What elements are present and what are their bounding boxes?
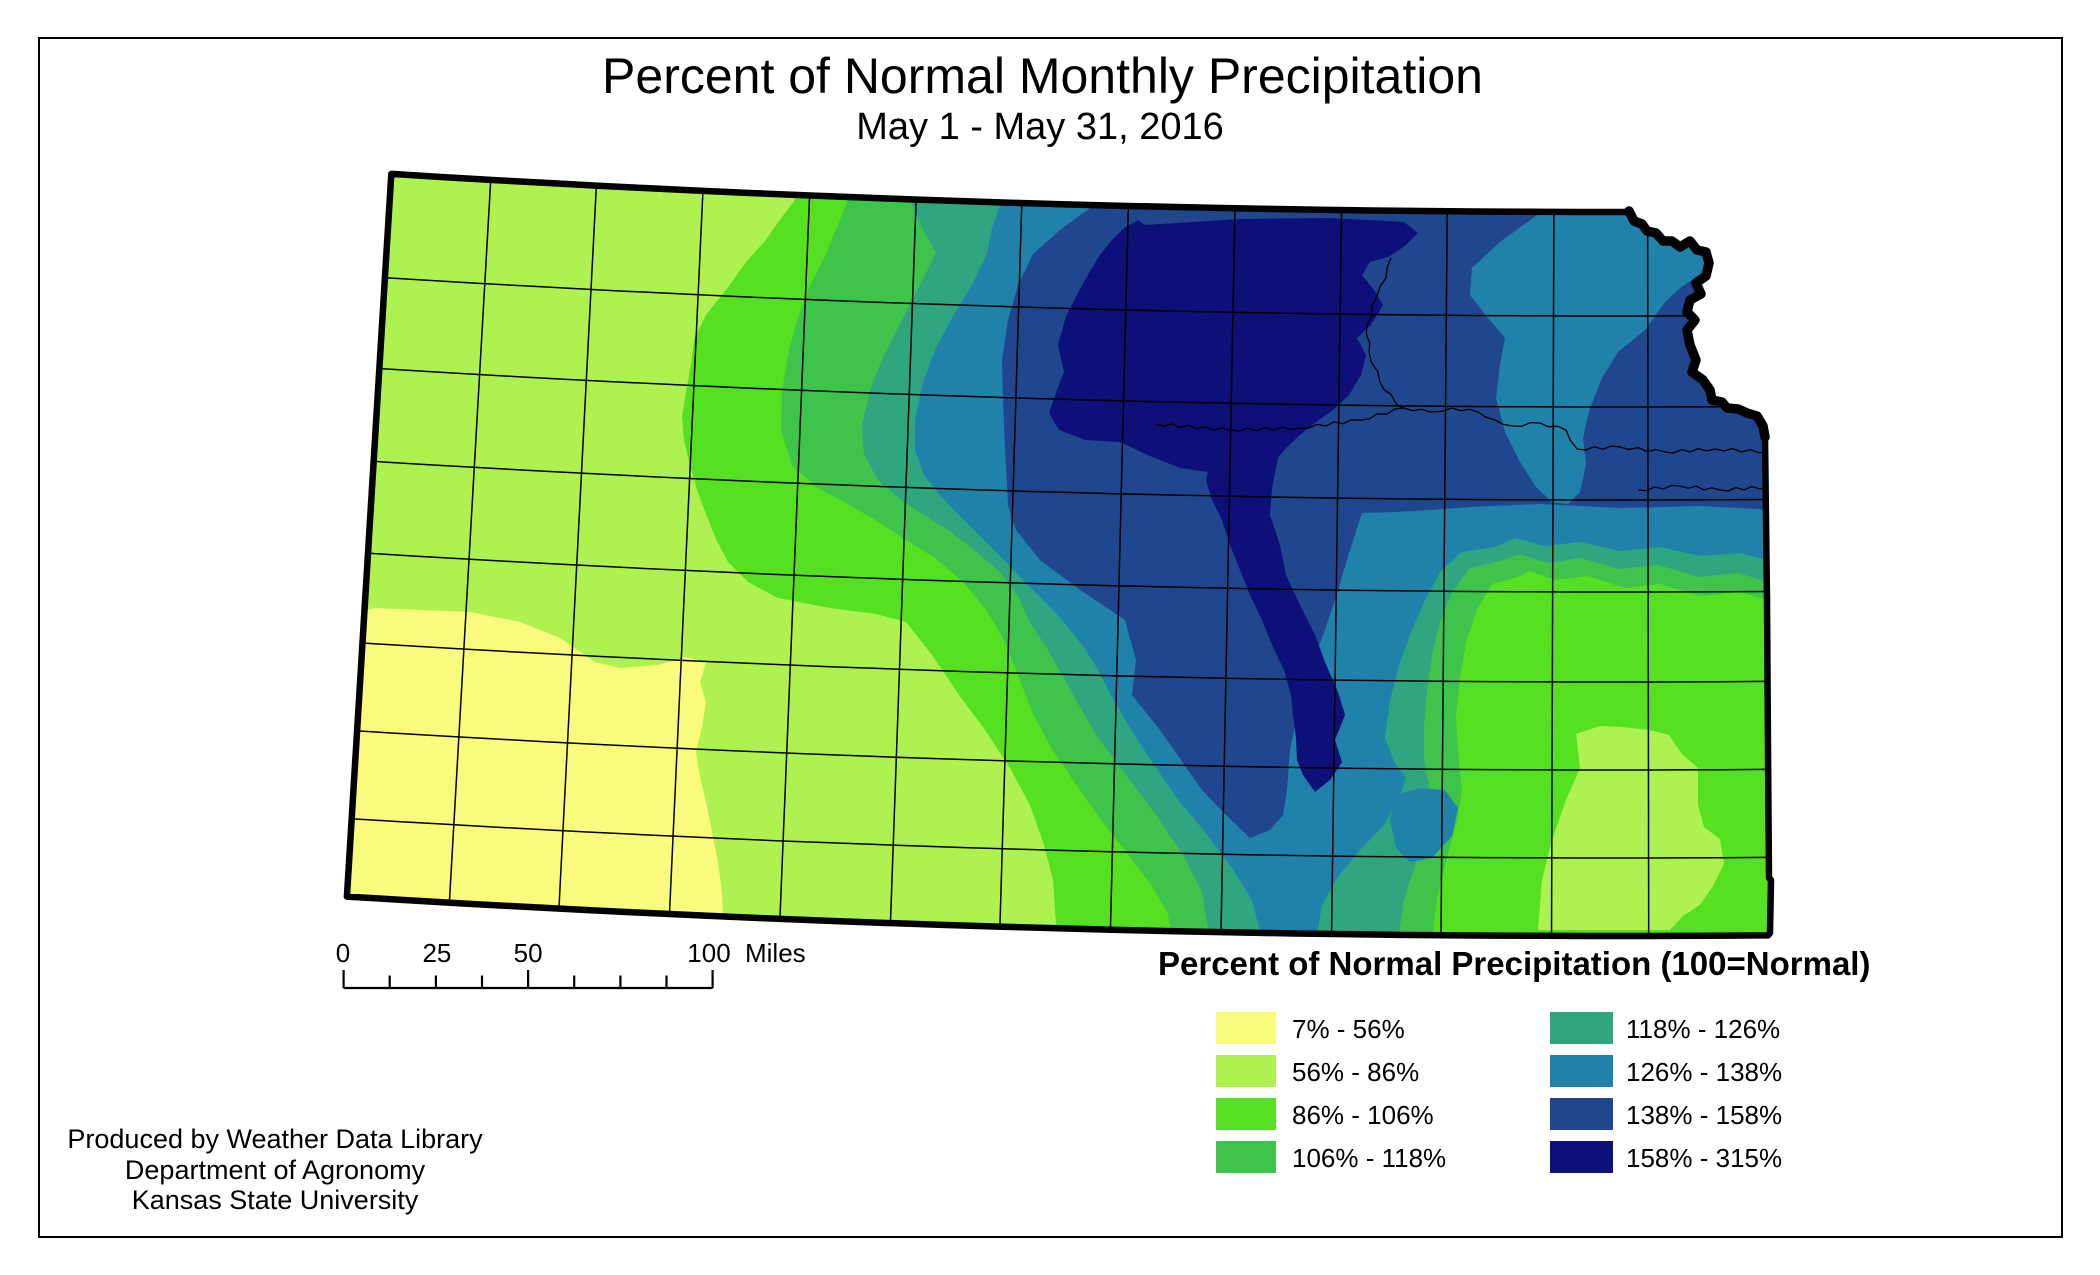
svg-text:Miles: Miles — [745, 938, 806, 968]
svg-text:50: 50 — [514, 938, 543, 968]
svg-text:25: 25 — [422, 938, 451, 968]
svg-text:100: 100 — [687, 938, 730, 968]
svg-text:0: 0 — [336, 938, 350, 968]
